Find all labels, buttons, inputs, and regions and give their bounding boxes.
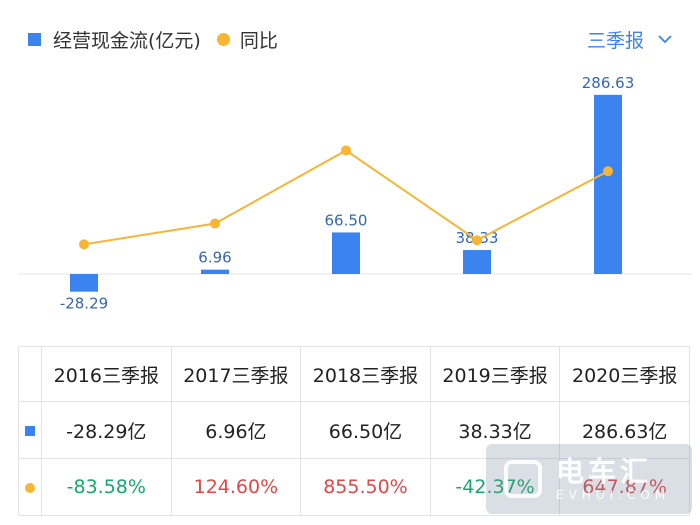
table-cell: 124.60% (170, 458, 302, 516)
chart-line-point (603, 166, 613, 177)
chart-bar (201, 269, 229, 274)
chart-line-point (341, 145, 351, 156)
chart-bar (594, 94, 622, 274)
legend-bar-swatch (28, 33, 41, 46)
table-cell: -28.29亿 (41, 401, 172, 459)
chart-line-point (472, 235, 482, 246)
table-cell: 6.96亿 (170, 401, 302, 459)
row-marker-cell (18, 458, 42, 516)
table-row-cashflow: -28.29亿 6.96亿 66.50亿 38.33亿 286.63亿 (18, 401, 690, 459)
table-header-row: 2016三季报 2017三季报 2018三季报 2019三季报 2020三季报 (18, 346, 690, 402)
line-marker-icon (25, 483, 35, 493)
chart-bar (332, 232, 360, 274)
table-cell: 38.33亿 (429, 401, 561, 459)
legend-line-swatch (216, 33, 230, 46)
chart-line-point (79, 239, 89, 250)
table-header-cell: 2019三季报 (429, 346, 561, 402)
period-selector-label: 三季报 (586, 30, 644, 52)
table-cell: 286.63亿 (559, 401, 690, 459)
legend-bar-label: 经营现金流(亿元) (53, 30, 201, 52)
chevron-down-icon (658, 35, 672, 44)
chart-line-point (210, 218, 220, 229)
chart-legend: 经营现金流(亿元) 同比 (28, 26, 278, 53)
chart-bar (463, 250, 491, 274)
legend-line-label: 同比 (239, 30, 278, 52)
table-cell: 647.87% (559, 458, 690, 516)
table-cell: -83.58% (41, 458, 172, 516)
table-cell: 66.50亿 (300, 401, 431, 459)
table-header-cell: 2020三季报 (559, 346, 690, 402)
table-corner (18, 346, 42, 402)
table-cell: -42.37% (429, 458, 561, 516)
data-table: 2016三季报 2017三季报 2018三季报 2019三季报 2020三季报 … (18, 346, 690, 516)
table-header-cell: 2017三季报 (170, 346, 302, 402)
table-header-cell: 2018三季报 (300, 346, 431, 402)
row-marker-cell (18, 401, 42, 459)
chart-bar-label: 286.63 (582, 74, 635, 92)
chart-line-series (83, 149, 609, 246)
table-cell: 855.50% (300, 458, 431, 516)
table-header-cell: 2016三季报 (41, 346, 172, 402)
bar-marker-icon (25, 426, 35, 436)
chart-bar-label: 6.96 (198, 249, 231, 267)
table-row-yoy: -83.58% 124.60% 855.50% -42.37% 647.87% (18, 458, 690, 516)
period-selector[interactable]: 三季报 (587, 26, 672, 53)
chart-bar (70, 274, 98, 292)
chart-bar-label: 66.50 (325, 211, 368, 229)
chart-bar-label: -28.29 (60, 295, 108, 313)
